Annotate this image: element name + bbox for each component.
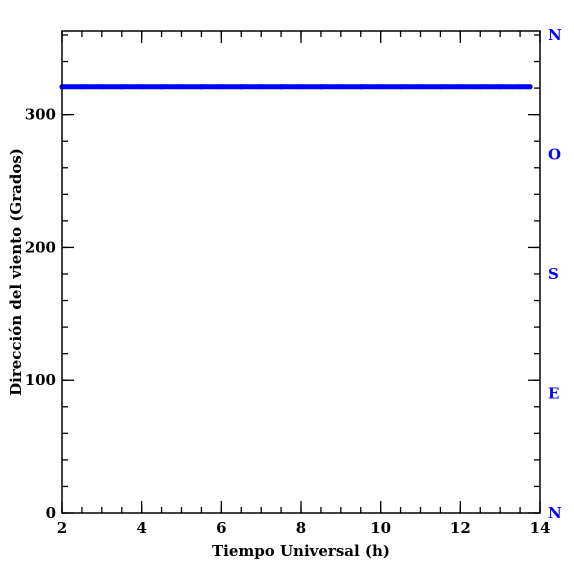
compass-label: S xyxy=(548,265,559,283)
wind-direction-point xyxy=(358,84,364,90)
x-axis-title: Tiempo Universal (h) xyxy=(212,542,390,560)
compass-label: N xyxy=(548,504,562,522)
y-tick-label: 300 xyxy=(25,106,56,124)
wind-direction-point xyxy=(158,84,165,90)
wind-direction-point xyxy=(278,84,284,90)
wind-direction-point xyxy=(198,84,205,90)
wind-direction-point xyxy=(258,84,264,90)
wind-direction-point xyxy=(497,84,503,90)
wind-direction-point xyxy=(139,84,145,90)
wind-direction-point xyxy=(457,84,463,90)
compass-label: O xyxy=(548,145,561,163)
wind-direction-point xyxy=(238,84,244,90)
x-tick-label: 8 xyxy=(296,519,306,537)
wind-direction-point xyxy=(378,84,384,90)
wind-direction-point xyxy=(99,84,105,90)
plot-frame xyxy=(61,30,541,514)
wind-direction-point xyxy=(298,84,304,90)
x-tick-label: 12 xyxy=(450,519,471,537)
data-series xyxy=(59,84,533,90)
wind-direction-point xyxy=(218,84,224,90)
y-tick-label: 200 xyxy=(25,238,56,256)
compass-label: N xyxy=(548,26,562,44)
wind-direction-point xyxy=(477,84,483,90)
axis-ticks xyxy=(61,31,541,514)
wind-direction-point xyxy=(517,84,523,90)
y-tick-label: 100 xyxy=(25,371,56,389)
x-tick-label: 10 xyxy=(370,519,391,537)
wind-direction-point xyxy=(417,84,424,90)
wind-direction-point xyxy=(527,84,533,90)
wind-direction-point xyxy=(119,84,125,90)
x-tick-label: 2 xyxy=(57,519,67,537)
x-tick-label: 4 xyxy=(136,519,146,537)
compass-label: E xyxy=(548,384,559,402)
x-tick-label: 14 xyxy=(530,519,551,537)
x-tick-label: 6 xyxy=(216,519,226,537)
y-tick-label: 0 xyxy=(46,504,56,522)
wind-direction-point xyxy=(79,84,85,90)
tick-labels: 2 4 6 8 10 12 14 0 100 200 300 N E S O N xyxy=(25,26,562,537)
wind-direction-point xyxy=(437,84,444,90)
wind-direction-point xyxy=(318,84,324,90)
wind-direction-point xyxy=(178,84,185,90)
wind-direction-point xyxy=(338,84,344,90)
y-axis-title: Dirección del viento (Grados) xyxy=(7,148,25,396)
wind-direction-point xyxy=(397,84,404,90)
